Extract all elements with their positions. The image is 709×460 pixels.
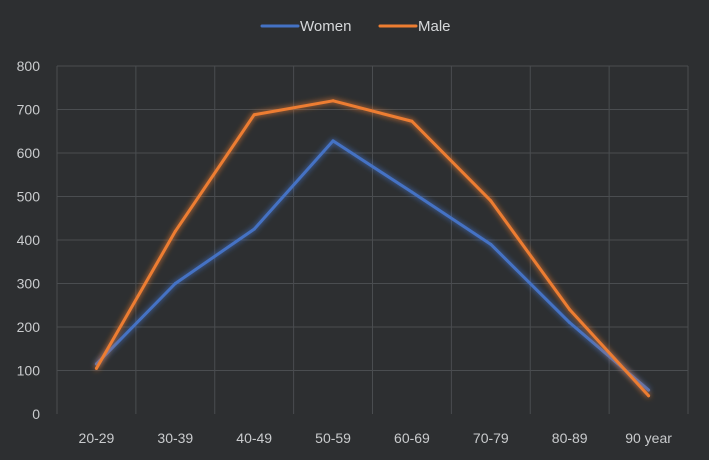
data-point-women xyxy=(568,321,572,325)
x-tick-label: 60-69 xyxy=(394,430,430,446)
x-tick-label: 40-49 xyxy=(236,430,272,446)
x-tick-label: 80-89 xyxy=(552,430,588,446)
series-male xyxy=(94,99,651,398)
x-tick-label: 90 year xyxy=(625,430,672,446)
y-tick-label: 100 xyxy=(17,363,41,379)
data-point-women xyxy=(489,242,493,246)
series-lines xyxy=(94,99,651,398)
x-tick-label: 30-39 xyxy=(157,430,193,446)
series-women xyxy=(94,139,651,392)
y-tick-label: 300 xyxy=(17,276,41,292)
legend-label-male: Male xyxy=(418,18,451,35)
grid xyxy=(56,65,689,414)
y-tick-label: 600 xyxy=(17,145,41,161)
data-point-male xyxy=(410,119,414,123)
y-axis-ticks: 0 100 200 300 400 500 600 700 800 xyxy=(17,58,41,422)
data-point-male xyxy=(252,113,256,117)
legend-item-male: Male xyxy=(378,18,451,35)
legend-label-women: Women xyxy=(300,18,351,35)
legend: Women Male xyxy=(260,18,451,35)
y-tick-label: 500 xyxy=(17,189,41,205)
data-point-women xyxy=(173,282,177,285)
data-point-women xyxy=(647,388,651,392)
x-tick-label: 70-79 xyxy=(473,430,509,446)
x-axis-ticks: 20-29 30-39 40-49 50-59 60-69 70-79 80-89 90 ye… xyxy=(79,430,673,446)
y-tick-label: 700 xyxy=(17,102,41,118)
legend-item-women: Women xyxy=(260,18,351,35)
series-line-male xyxy=(94,99,651,398)
y-tick-label: 400 xyxy=(17,232,41,248)
data-point-male xyxy=(94,366,98,370)
x-tick-label: 20-29 xyxy=(79,430,115,446)
data-point-women xyxy=(331,139,335,143)
x-tick-label: 50-59 xyxy=(315,430,351,446)
data-point-women xyxy=(252,227,256,231)
data-point-male xyxy=(331,99,335,103)
series-line-women xyxy=(94,139,651,392)
y-tick-label: 200 xyxy=(17,319,41,335)
data-point-male xyxy=(568,308,572,312)
data-point-male xyxy=(647,394,651,398)
data-point-male xyxy=(173,229,177,233)
data-point-male xyxy=(489,199,493,203)
data-point-women xyxy=(410,190,414,194)
y-tick-label: 0 xyxy=(32,406,40,422)
y-tick-label: 800 xyxy=(17,58,41,74)
